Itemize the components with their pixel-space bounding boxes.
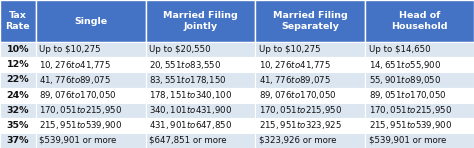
- Text: Up to $10,275: Up to $10,275: [259, 45, 321, 54]
- Text: $20,551 to $83,550: $20,551 to $83,550: [149, 59, 221, 71]
- Bar: [36, 118, 146, 133]
- Text: $10,276 to $41,775: $10,276 to $41,775: [259, 59, 331, 71]
- Text: $89,076 to $170,050: $89,076 to $170,050: [259, 89, 337, 101]
- Text: $83,551 to $178,150: $83,551 to $178,150: [149, 74, 227, 86]
- Text: $178,151 to $340,100: $178,151 to $340,100: [149, 89, 232, 101]
- Bar: [146, 87, 255, 103]
- Bar: [365, 57, 474, 72]
- Bar: [255, 57, 365, 72]
- Bar: [36, 133, 146, 148]
- Text: 10%: 10%: [7, 45, 29, 54]
- Bar: [36, 42, 146, 57]
- Bar: [36, 72, 146, 87]
- Bar: [255, 133, 365, 148]
- Bar: [365, 87, 474, 103]
- Bar: [255, 0, 365, 42]
- Bar: [255, 118, 365, 133]
- Bar: [365, 72, 474, 87]
- Text: $323,926 or more: $323,926 or more: [259, 136, 337, 145]
- Text: Head of
Household: Head of Household: [392, 11, 448, 31]
- Text: $539,901 or more: $539,901 or more: [39, 136, 117, 145]
- Text: $41,776 to $89,075: $41,776 to $89,075: [39, 74, 111, 86]
- Text: $539,901 or more: $539,901 or more: [369, 136, 447, 145]
- Bar: [0, 0, 36, 42]
- Bar: [365, 0, 474, 42]
- Text: 37%: 37%: [7, 136, 29, 145]
- Text: $647,851 or more: $647,851 or more: [149, 136, 227, 145]
- Bar: [146, 57, 255, 72]
- Text: Tax
Rate: Tax Rate: [6, 11, 30, 31]
- Text: Married Filing
Jointly: Married Filing Jointly: [163, 11, 238, 31]
- Text: $170,051 to $215,950: $170,051 to $215,950: [39, 104, 122, 116]
- Bar: [146, 118, 255, 133]
- Text: $14,651 to $55,900: $14,651 to $55,900: [369, 59, 441, 71]
- Text: $170,051 to $215,950: $170,051 to $215,950: [369, 104, 452, 116]
- Bar: [0, 133, 36, 148]
- Text: $431,901 to $647,850: $431,901 to $647,850: [149, 119, 232, 131]
- Bar: [365, 118, 474, 133]
- Text: $215,951 to $323,925: $215,951 to $323,925: [259, 119, 342, 131]
- Bar: [0, 118, 36, 133]
- Bar: [146, 0, 255, 42]
- Text: $89,076 to $170,050: $89,076 to $170,050: [39, 89, 117, 101]
- Text: Up to $10,275: Up to $10,275: [39, 45, 101, 54]
- Bar: [36, 0, 146, 42]
- Bar: [36, 103, 146, 118]
- Bar: [0, 103, 36, 118]
- Bar: [255, 87, 365, 103]
- Bar: [255, 72, 365, 87]
- Bar: [0, 42, 36, 57]
- Bar: [146, 103, 255, 118]
- Bar: [0, 72, 36, 87]
- Bar: [365, 42, 474, 57]
- Text: $170,051 to $215,950: $170,051 to $215,950: [259, 104, 342, 116]
- Bar: [0, 57, 36, 72]
- Text: $55,901 to $89,050: $55,901 to $89,050: [369, 74, 441, 86]
- Bar: [0, 87, 36, 103]
- Bar: [146, 72, 255, 87]
- Text: $215,951 to $539,900: $215,951 to $539,900: [39, 119, 122, 131]
- Bar: [365, 133, 474, 148]
- Text: Up to $14,650: Up to $14,650: [369, 45, 431, 54]
- Bar: [36, 57, 146, 72]
- Text: $340,101 to $431,900: $340,101 to $431,900: [149, 104, 232, 116]
- Bar: [146, 42, 255, 57]
- Bar: [146, 133, 255, 148]
- Text: $41,776 to $89,075: $41,776 to $89,075: [259, 74, 331, 86]
- Text: $10,276 to $41,775: $10,276 to $41,775: [39, 59, 111, 71]
- Text: 22%: 22%: [7, 75, 29, 85]
- Text: 32%: 32%: [7, 106, 29, 115]
- Text: 24%: 24%: [7, 91, 29, 100]
- Bar: [255, 42, 365, 57]
- Text: Up to $20,550: Up to $20,550: [149, 45, 211, 54]
- Text: Married Filing
Separately: Married Filing Separately: [273, 11, 348, 31]
- Bar: [255, 103, 365, 118]
- Text: 35%: 35%: [7, 121, 29, 130]
- Text: $89,051 to $170,050: $89,051 to $170,050: [369, 89, 447, 101]
- Text: $215,951 to $539,900: $215,951 to $539,900: [369, 119, 452, 131]
- Bar: [365, 103, 474, 118]
- Text: Single: Single: [74, 17, 107, 26]
- Bar: [36, 87, 146, 103]
- Text: 12%: 12%: [7, 60, 29, 69]
